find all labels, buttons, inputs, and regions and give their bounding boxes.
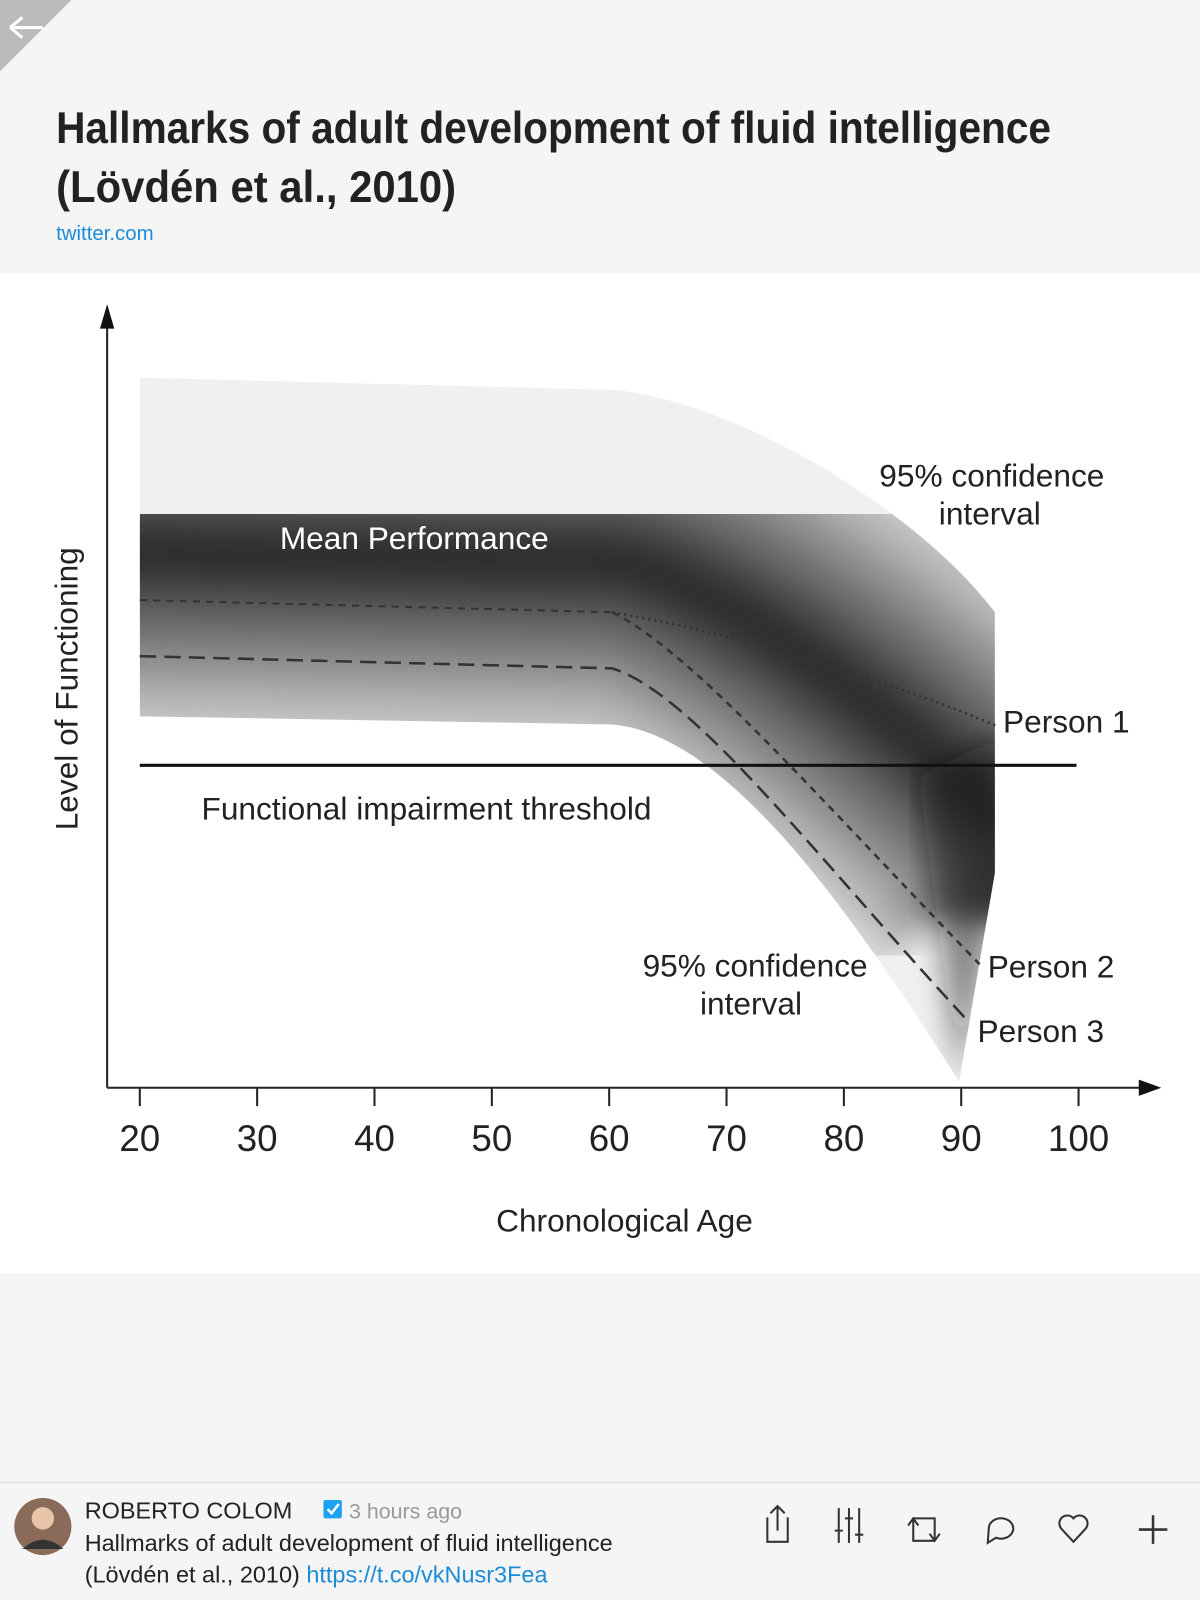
annotation: Functional impairment threshold (202, 790, 652, 826)
y-axis-label: Level of Functioning (49, 547, 85, 830)
share-icon[interactable] (766, 1504, 789, 1543)
x-tick-label: 70 (706, 1118, 747, 1159)
post-link[interactable]: https://t.co/vkNusr3Fea (306, 1562, 548, 1588)
annotation: Person 1 (1003, 704, 1130, 740)
person3-line (139, 654, 969, 1022)
x-tick-label: 80 (823, 1118, 864, 1159)
timestamp: 3 hours ago (349, 1499, 462, 1523)
x-tick-label: 60 (589, 1118, 630, 1159)
x-tick-label: 50 (471, 1118, 512, 1159)
title: Hallmarks of adult development of fluid … (56, 102, 1051, 153)
x-tick-label: 100 (1048, 1118, 1109, 1159)
chart: Level of Functioning Chronological Age 2… (49, 304, 1162, 1239)
x-tick-label: 40 (354, 1118, 395, 1159)
comment-icon[interactable] (986, 1517, 1015, 1545)
annotation: 95% confidence (879, 458, 1104, 494)
annotation: interval (700, 985, 802, 1021)
y-arrow (99, 304, 115, 329)
back-arrow[interactable] (9, 16, 43, 39)
title: (Lövdén et al., 2010) (56, 161, 456, 212)
x-tick-label: 90 (941, 1118, 982, 1159)
annotation: Person 2 (988, 949, 1115, 985)
annotation: Mean Performance (280, 520, 549, 556)
post-text: Hallmarks of adult development of fluid … (85, 1530, 613, 1556)
header-bg (0, 0, 1200, 274)
confidence-band (139, 377, 995, 1082)
verified-badge (323, 1499, 342, 1519)
x-tick-label: 30 (237, 1118, 278, 1159)
annotation: interval (939, 495, 1041, 531)
post-text: (Lövdén et al., 2010) (85, 1562, 307, 1588)
back-corner[interactable] (0, 0, 72, 72)
like-icon[interactable] (1058, 1514, 1089, 1544)
person2-line (611, 611, 981, 966)
band-tail (918, 734, 995, 1082)
x-axis-label: Chronological Age (496, 1203, 753, 1239)
add-icon[interactable] (1138, 1515, 1168, 1544)
post-text: (Lövdén et al., 2010) https://t.co/vkNus… (85, 1562, 549, 1588)
annotation: Person 3 (978, 1013, 1105, 1049)
avatar-face (31, 1507, 55, 1530)
author[interactable]: ROBERTO COLOM (85, 1497, 293, 1523)
verified-check (326, 1503, 340, 1516)
x-arrow (1138, 1079, 1162, 1096)
annotation: 95% confidence (643, 948, 868, 984)
customize-icon[interactable] (834, 1508, 864, 1543)
avatar-body (22, 1539, 64, 1549)
x-tick-label: 20 (119, 1118, 160, 1159)
retweet-icon[interactable] (907, 1516, 941, 1543)
person1-line (612, 610, 999, 728)
source-link[interactable]: twitter.com (56, 223, 153, 245)
